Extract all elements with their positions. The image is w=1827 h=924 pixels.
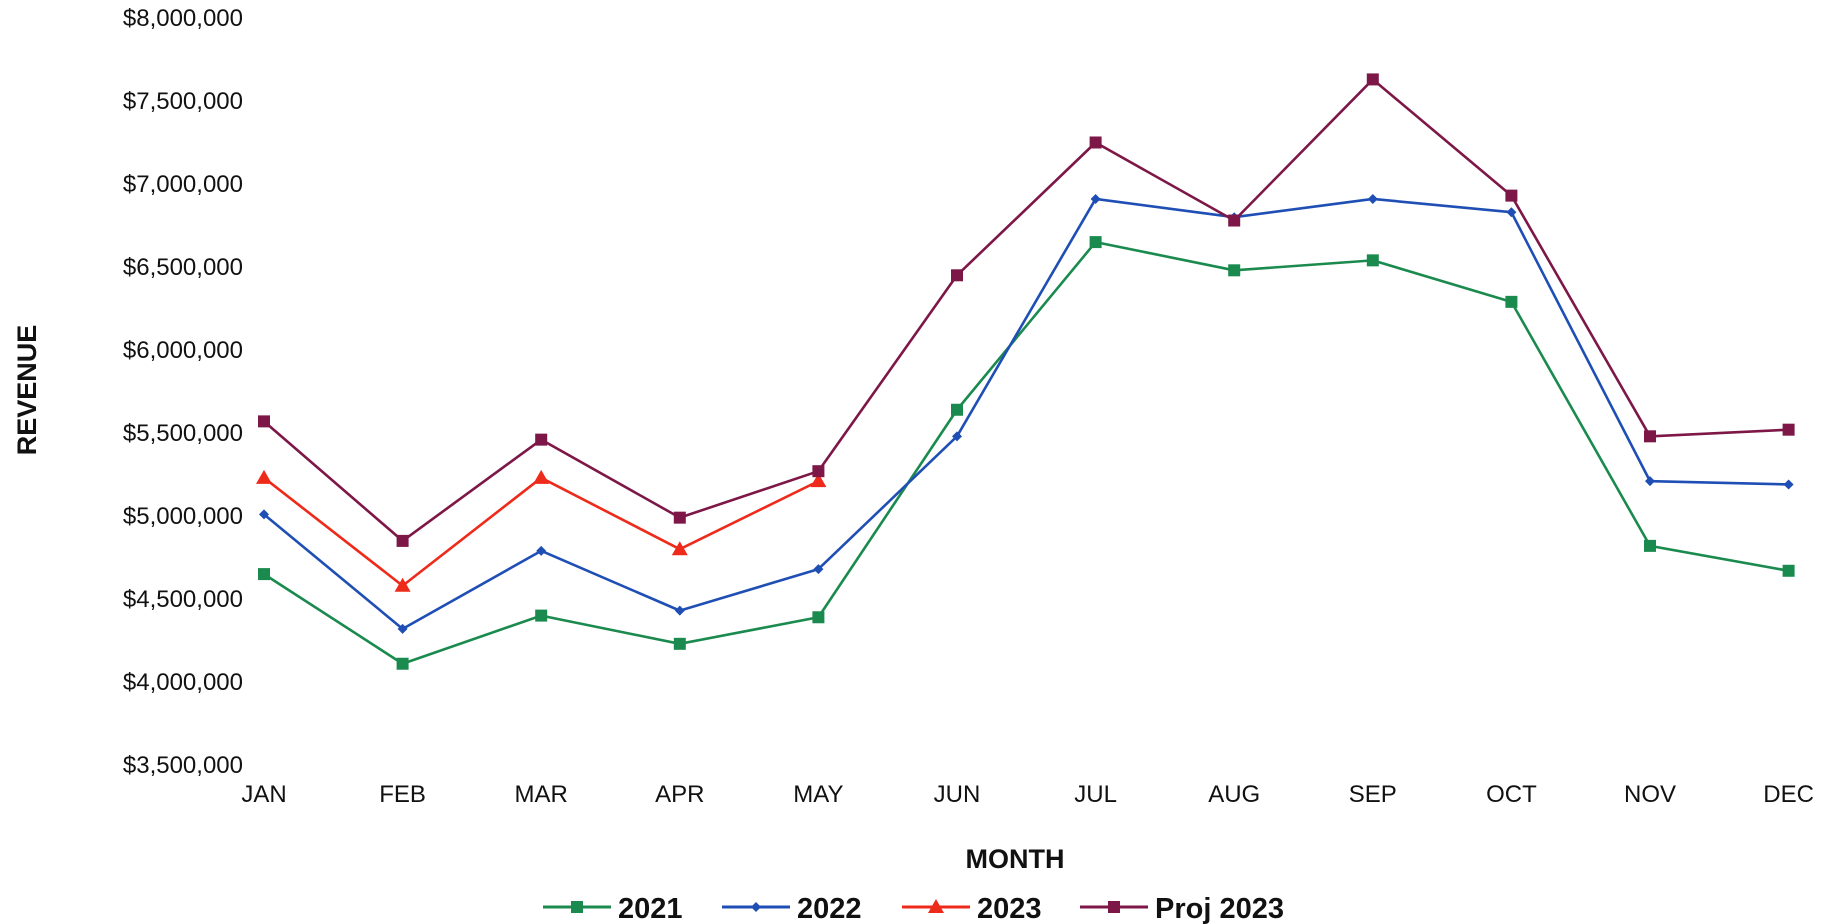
data-point-2022 <box>1367 193 1378 204</box>
x-tick-label: DEC <box>1763 781 1814 808</box>
y-axis-ticks: $3,500,000 $4,000,000 $4,500,000 $5,000,000… <box>123 5 243 779</box>
data-point-proj-2023 <box>535 433 548 446</box>
data-point-2021 <box>1366 254 1379 267</box>
x-tick-label: AUG <box>1208 781 1260 808</box>
series-line-2021 <box>263 240 1789 666</box>
y-tick-label: $7,000,000 <box>123 171 243 198</box>
x-tick-label: MAY <box>793 781 843 808</box>
x-tick-label: JAN <box>241 781 286 808</box>
x-tick-label: MAR <box>515 781 568 808</box>
x-tick-label: SEP <box>1349 781 1397 808</box>
legend-swatch-marker <box>1108 901 1120 913</box>
data-point-proj-2023 <box>1505 189 1518 202</box>
data-point-proj-2023 <box>673 511 686 524</box>
data-point-2021 <box>1228 264 1241 277</box>
legend-swatch-marker <box>571 901 583 913</box>
x-axis-ticks: JAN FEB MAR APR MAY JUN JUL AUG SEP OCT NOV DEC <box>241 781 1814 808</box>
data-point-proj-2023 <box>812 465 825 478</box>
y-axis-title: REVENUE <box>12 325 42 456</box>
y-tick-label: $5,500,000 <box>123 420 243 447</box>
x-tick-label: OCT <box>1486 781 1537 808</box>
legend-item-2023: 2023 <box>902 893 1042 924</box>
data-point-2022 <box>813 564 824 575</box>
y-tick-label: $3,500,000 <box>123 752 243 779</box>
series-line-2022 <box>263 197 1789 631</box>
y-tick-label: $6,500,000 <box>123 254 243 281</box>
series-proj-2023 <box>258 73 1795 547</box>
data-point-2023 <box>394 577 411 592</box>
data-point-2022 <box>674 605 685 616</box>
data-point-2022 <box>952 431 962 442</box>
y-tick-label: $6,000,000 <box>123 337 243 364</box>
data-point-2022 <box>1090 193 1101 204</box>
x-tick-label: APR <box>655 781 704 808</box>
data-point-2021 <box>673 637 686 650</box>
data-point-2022 <box>1645 476 1655 487</box>
data-point-proj-2023 <box>951 269 963 282</box>
legend-swatch-marker <box>928 899 944 913</box>
x-tick-label: NOV <box>1624 781 1676 808</box>
x-tick-label: JUL <box>1074 781 1117 808</box>
data-point-2021 <box>812 611 825 624</box>
data-point-proj-2023 <box>1644 430 1656 443</box>
series-2021 <box>258 236 1795 670</box>
data-point-2022 <box>259 509 269 520</box>
y-tick-label: $4,500,000 <box>123 586 243 613</box>
data-point-2021 <box>535 609 548 622</box>
x-axis-title: MONTH <box>966 844 1065 874</box>
legend-item-proj-2023: Proj 2023 <box>1080 893 1284 924</box>
data-point-2021 <box>951 403 963 416</box>
x-tick-label: FEB <box>379 781 426 808</box>
legend-item-2021: 2021 <box>543 893 683 924</box>
data-point-2021 <box>1644 539 1656 552</box>
data-point-proj-2023 <box>1228 214 1241 227</box>
y-tick-label: $8,000,000 <box>123 5 243 32</box>
legend-label: 2023 <box>977 893 1042 924</box>
data-point-2022 <box>397 623 408 634</box>
data-point-2023 <box>810 473 827 488</box>
legend-label: 2021 <box>618 893 683 924</box>
data-point-proj-2023 <box>1782 423 1795 436</box>
legend-swatch-marker <box>751 902 761 912</box>
data-point-2022 <box>1783 479 1794 490</box>
y-tick-label: $5,000,000 <box>123 503 243 530</box>
y-tick-label: $7,500,000 <box>123 88 243 115</box>
data-point-2021 <box>1505 295 1518 308</box>
legend-item-2022: 2022 <box>722 893 862 924</box>
data-point-2023 <box>256 469 272 484</box>
data-point-2021 <box>1782 564 1795 577</box>
data-point-proj-2023 <box>1366 73 1379 86</box>
data-point-proj-2023 <box>1089 136 1102 149</box>
series-layer <box>256 73 1795 670</box>
series-2023 <box>256 469 827 592</box>
legend-label: Proj 2023 <box>1155 893 1284 924</box>
data-point-2023 <box>671 541 688 556</box>
series-2022 <box>259 193 1794 634</box>
data-point-2021 <box>396 657 409 670</box>
x-tick-label: JUN <box>934 781 981 808</box>
data-point-proj-2023 <box>396 534 409 547</box>
data-point-proj-2023 <box>258 415 270 428</box>
legend: 2021 2022 2023 Proj 2023 <box>543 893 1284 924</box>
data-point-2021 <box>258 568 270 581</box>
data-point-2023 <box>533 469 550 484</box>
data-point-2021 <box>1089 236 1102 249</box>
y-tick-label: $4,000,000 <box>123 669 243 696</box>
legend-label: 2022 <box>797 893 862 924</box>
data-point-2022 <box>1506 207 1517 218</box>
data-point-2022 <box>536 545 547 556</box>
series-line-proj-2023 <box>263 78 1789 543</box>
